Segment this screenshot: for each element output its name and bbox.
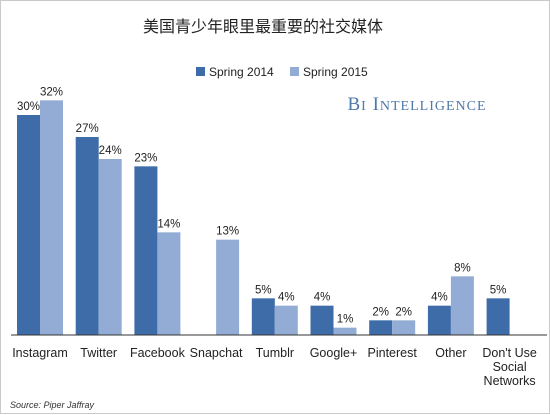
value-label-google-spring-2015: 1% — [337, 314, 354, 326]
value-label-snapchat-spring-2015: 13% — [216, 226, 239, 238]
legend-label-spring-2014: Spring 2014 — [209, 65, 274, 79]
bar-don-t-use-social-networks-spring-2014 — [486, 298, 510, 335]
bar-pinterest-spring-2014 — [369, 320, 393, 335]
legend-swatch-spring-2014 — [196, 67, 205, 76]
bar-pinterest-spring-2015 — [392, 320, 416, 335]
category-label-snapchat: Snapchat — [190, 346, 243, 360]
category-label-pinterest: Pinterest — [368, 346, 418, 360]
value-label-other-spring-2014: 4% — [431, 292, 448, 304]
brand-logo: BI INTELLIGENCE — [347, 94, 486, 115]
category-label-instagram: Instagram — [12, 346, 68, 360]
bar-facebook-spring-2014 — [134, 166, 158, 335]
value-label-pinterest-spring-2014: 2% — [372, 306, 389, 318]
legend-swatch-spring-2015 — [290, 67, 299, 76]
value-label-instagram-spring-2014: 30% — [17, 101, 40, 113]
bar-instagram-spring-2014 — [17, 115, 40, 335]
bar-other-spring-2014 — [427, 305, 451, 335]
bar-google-spring-2015 — [333, 327, 357, 335]
category-label-don-t-use-social-networks: Don't Use Social Networks — [482, 346, 537, 388]
category-label-other: Other — [435, 346, 466, 360]
category-label-tumblr: Tumblr — [256, 346, 294, 360]
value-label-group: 30%32% 27%24% 23% 14% 13% 5% 4% 4% 1% 2% 2% 4% 8% 5% — [17, 86, 506, 325]
category-label-twitter: Twitter — [80, 346, 117, 360]
bar-twitter-spring-2015 — [98, 159, 122, 335]
chart-title: 美国青少年眼里最重要的社交媒体 — [143, 18, 383, 36]
bar-group — [17, 100, 510, 335]
category-label-group: Instagram Twitter Facebook Snapchat Tumblr Go… — [12, 346, 537, 388]
legend-label-spring-2015: Spring 2015 — [303, 65, 368, 79]
bar-google-spring-2014 — [310, 305, 334, 335]
bar-tumblr-spring-2015 — [274, 305, 298, 335]
value-label-other-spring-2015: 8% — [454, 262, 471, 274]
value-label-facebook-spring-2015: 14% — [157, 218, 180, 230]
bar-tumblr-spring-2014 — [251, 298, 275, 335]
category-label-google: Google+ — [310, 346, 358, 360]
bar-snapchat-spring-2015 — [216, 239, 240, 335]
category-label-facebook: Facebook — [130, 346, 186, 360]
value-label-instagram-spring-2015: 32% — [40, 86, 63, 98]
value-label-tumblr-spring-2015: 4% — [278, 292, 295, 304]
value-label-twitter-spring-2014: 27% — [76, 123, 99, 135]
value-label-pinterest-spring-2015: 2% — [395, 306, 412, 318]
bar-facebook-spring-2015 — [157, 232, 181, 335]
value-label-don-t-use-social-networks-spring-2014: 5% — [490, 284, 507, 296]
value-label-tumblr-spring-2014: 5% — [255, 284, 272, 296]
bar-twitter-spring-2014 — [75, 137, 99, 335]
value-label-twitter-spring-2015: 24% — [99, 145, 122, 157]
value-label-google-spring-2014: 4% — [314, 292, 331, 304]
bar-other-spring-2015 — [450, 276, 474, 335]
bar-instagram-spring-2015 — [40, 100, 63, 335]
value-label-facebook-spring-2014: 23% — [134, 152, 157, 164]
legend: Spring 2014 Spring 2015 — [196, 65, 368, 79]
source-note: Source: Piper Jaffray — [10, 400, 95, 410]
